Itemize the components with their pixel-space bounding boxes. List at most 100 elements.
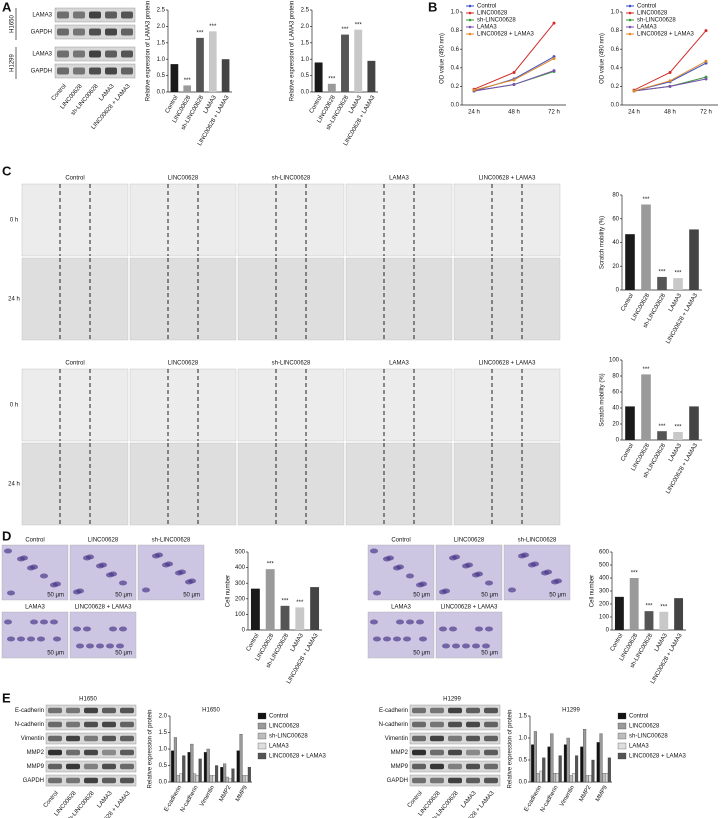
y-tick-label: 2.0 (157, 24, 166, 30)
blot-band (448, 763, 462, 770)
bar (341, 34, 349, 92)
blot-band (66, 763, 80, 770)
legend-label: LINC00628 (269, 724, 300, 730)
blot-band (121, 50, 133, 58)
bar (208, 31, 217, 92)
blot-band (120, 707, 134, 714)
y-tick-label: 100 (599, 615, 610, 621)
image-label: LAMA3 (391, 605, 411, 611)
panel-label: D (2, 528, 11, 543)
legend-marker (628, 4, 632, 8)
cell-stain (472, 643, 480, 649)
blot-band (412, 721, 426, 728)
y-tick-label: 60 (612, 390, 619, 396)
significance: *** (674, 425, 682, 431)
legend-label: Control (477, 4, 496, 10)
micrograph (69, 611, 137, 659)
cell-stain (485, 626, 493, 632)
bar (547, 746, 551, 783)
bar (689, 406, 699, 440)
y-tick-label: 0.8 (611, 28, 620, 34)
blot-band (105, 67, 117, 75)
significance: *** (658, 424, 666, 430)
x-tick-label: 48 h (508, 110, 520, 116)
micrograph (129, 442, 237, 526)
blot-band (484, 707, 498, 714)
cell-stain (442, 643, 450, 649)
bar (625, 406, 635, 440)
blot-band (73, 50, 85, 58)
blot-band (412, 735, 426, 742)
cell-stain (116, 643, 124, 649)
micrograph (1, 544, 69, 601)
blot-row-label: GAPDH (31, 30, 52, 36)
blot-row-label: LAMA3 (32, 13, 52, 19)
bar (190, 743, 194, 783)
blot-band (430, 721, 444, 728)
point (668, 70, 672, 74)
bar (206, 748, 210, 783)
x-tick-label: N-cadherin (180, 785, 200, 813)
cell-stain (4, 619, 12, 625)
micrograph (237, 183, 345, 257)
bar (295, 607, 305, 630)
blot-band (484, 721, 498, 728)
y-tick-label: 0.5 (519, 758, 528, 764)
column-label: sh-LINC00628 (272, 176, 311, 182)
x-tick-label: LAMA3 (668, 442, 683, 463)
blot-row-label: E-cadherin (379, 708, 408, 714)
micrograph (435, 611, 503, 659)
blot-row-label: GAPDH (31, 69, 52, 75)
y-axis-label: Scratch mobility (%) (600, 216, 606, 269)
blot-band (73, 28, 85, 36)
blot-band (57, 50, 69, 58)
x-tick-label: Control (620, 293, 635, 313)
image-label: sh-LINC00628 (518, 538, 557, 544)
blot-band (84, 735, 98, 742)
legend-swatch (257, 742, 267, 750)
x-tick-label: LINC00628 + LAMA3 (665, 442, 699, 495)
x-tick-label: Control (246, 633, 261, 653)
row-label: 0 h (10, 403, 18, 409)
blot-band (73, 11, 85, 19)
scale-bar-label: 50 μm (481, 651, 498, 657)
bar (553, 773, 557, 783)
significance: *** (660, 604, 668, 610)
y-tick-label: 0.0 (519, 780, 528, 786)
cell-stain (452, 643, 460, 649)
series-line (633, 76, 707, 92)
micrograph (345, 442, 453, 526)
legend-marker (468, 32, 472, 36)
cell-stain (554, 578, 562, 584)
bar (659, 611, 669, 630)
bar (605, 773, 609, 783)
column-label: Control (65, 361, 84, 367)
legend-label: LINC00628 (629, 724, 660, 730)
significance: *** (674, 271, 682, 277)
bar (588, 775, 592, 783)
blot-title: H1650 (79, 697, 97, 703)
bar (225, 776, 229, 783)
x-tick-label: 24 h (468, 110, 480, 116)
bar (247, 767, 251, 783)
micrograph (129, 257, 237, 341)
blot-band (121, 11, 133, 19)
y-tick-label: 2.0 (301, 24, 310, 30)
bar (176, 775, 180, 783)
y-tick-label: 1.0 (157, 57, 166, 63)
point (704, 29, 708, 33)
legend-swatch (257, 732, 267, 740)
blot-band (102, 707, 116, 714)
x-tick-label: MMP9 (595, 784, 609, 803)
blot-row-label: N-cadherin (15, 722, 44, 728)
blot-band (89, 50, 101, 58)
blot-band (430, 777, 444, 784)
bar (580, 746, 584, 783)
cell-stain (53, 636, 61, 642)
blot-band (412, 763, 426, 770)
y-tick-label: 1.5 (301, 40, 310, 46)
x-tick-label: 48 h (664, 110, 676, 116)
micrograph (237, 368, 345, 442)
blot-band (121, 28, 133, 36)
y-tick-label: 500 (599, 563, 610, 569)
